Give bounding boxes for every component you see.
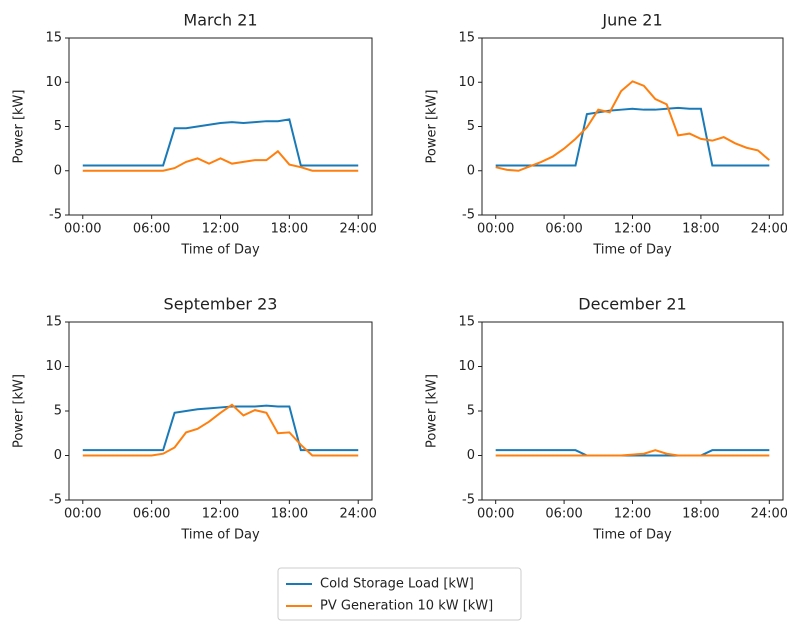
- y-tick-label: 15: [458, 315, 475, 330]
- y-axis-label: Power [kW]: [425, 90, 440, 164]
- series-line: [82, 404, 359, 452]
- x-tick-label: 06:00: [133, 507, 170, 522]
- y-tick-label: 0: [54, 163, 62, 178]
- x-tick-label: 12:00: [614, 507, 651, 522]
- y-tick-label: 5: [467, 119, 475, 134]
- legend-box: [277, 567, 522, 621]
- y-axis-label: Power [kW]: [12, 374, 27, 448]
- y-tick-label: 15: [45, 315, 62, 330]
- x-tick-label: 06:00: [133, 222, 170, 237]
- x-tick-label: 06:00: [545, 507, 582, 522]
- y-tick-label: 10: [45, 359, 62, 374]
- y-tick-label: 0: [54, 448, 62, 463]
- plot-frame: [68, 321, 373, 501]
- x-axis-label: Time of Day: [180, 528, 260, 543]
- x-tick-label: 18:00: [271, 222, 308, 237]
- y-tick-label: -5: [462, 208, 475, 223]
- y-axis-label: Power [kW]: [425, 374, 440, 448]
- y-tick-label: 10: [45, 75, 62, 90]
- x-tick-label: 24:00: [751, 222, 787, 237]
- series-line: [82, 118, 359, 167]
- x-tick-label: 00:00: [477, 222, 514, 237]
- y-tick-label: 0: [467, 448, 475, 463]
- x-axis-label: Time of Day: [592, 528, 672, 543]
- y-tick-label: 15: [45, 31, 62, 46]
- y-tick-label: 5: [467, 404, 475, 419]
- plot-frame: [68, 37, 373, 216]
- series-line: [82, 149, 359, 172]
- y-tick-label: 5: [54, 119, 62, 134]
- x-tick-label: 12:00: [202, 222, 239, 237]
- x-tick-label: 18:00: [682, 222, 719, 237]
- legend-label: Cold Storage Load [kW]: [320, 577, 474, 592]
- legend-label: PV Generation 10 kW [kW]: [320, 599, 493, 614]
- x-axis-label: Time of Day: [592, 243, 672, 258]
- plot-frame: [481, 37, 784, 216]
- x-tick-label: 24:00: [339, 222, 376, 237]
- x-tick-label: 00:00: [477, 507, 514, 522]
- x-tick-label: 06:00: [545, 222, 582, 237]
- y-tick-label: 5: [54, 404, 62, 419]
- chart-title: December 21: [578, 295, 686, 314]
- x-axis-label: Time of Day: [180, 243, 260, 258]
- x-tick-label: 24:00: [751, 507, 787, 522]
- series-line: [495, 449, 770, 457]
- x-tick-label: 12:00: [202, 507, 239, 522]
- x-tick-label: 18:00: [271, 507, 308, 522]
- x-tick-label: 24:00: [339, 507, 376, 522]
- y-tick-label: 0: [467, 163, 475, 178]
- y-tick-label: -5: [49, 208, 62, 223]
- x-tick-label: 12:00: [614, 222, 651, 237]
- plot-frame: [481, 321, 784, 501]
- y-tick-label: 15: [458, 31, 475, 46]
- chart-title: September 23: [164, 295, 278, 314]
- series-line: [82, 403, 359, 457]
- x-tick-label: 00:00: [64, 222, 101, 237]
- y-axis-label: Power [kW]: [12, 90, 27, 164]
- x-tick-label: 18:00: [682, 507, 719, 522]
- y-tick-label: -5: [462, 493, 475, 508]
- x-tick-label: 00:00: [64, 507, 101, 522]
- y-tick-label: -5: [49, 493, 62, 508]
- y-tick-label: 10: [458, 75, 475, 90]
- y-tick-label: 10: [458, 359, 475, 374]
- chart-title: March 21: [183, 11, 257, 30]
- series-line: [495, 80, 770, 172]
- series-line: [495, 106, 770, 167]
- chart-title: June 21: [601, 11, 662, 30]
